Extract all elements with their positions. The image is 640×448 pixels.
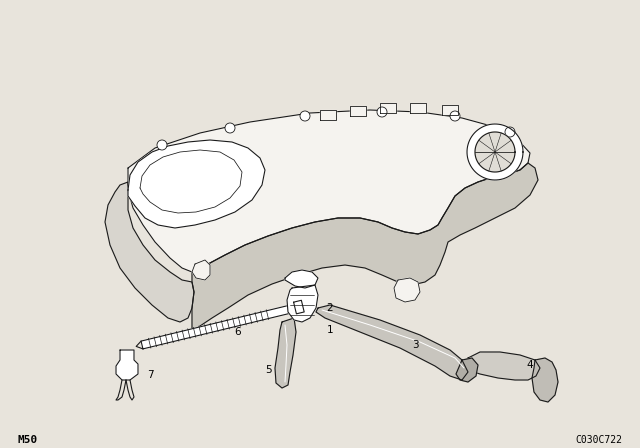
Polygon shape — [456, 358, 478, 382]
Polygon shape — [394, 278, 420, 302]
Polygon shape — [350, 106, 366, 116]
Text: M50: M50 — [18, 435, 38, 445]
Polygon shape — [320, 110, 336, 120]
Circle shape — [377, 107, 387, 117]
Polygon shape — [285, 270, 318, 288]
Text: 2: 2 — [326, 303, 333, 313]
Polygon shape — [128, 140, 265, 228]
Polygon shape — [116, 350, 138, 380]
Polygon shape — [287, 285, 318, 322]
Polygon shape — [316, 305, 468, 380]
Polygon shape — [192, 260, 210, 280]
Text: 1: 1 — [326, 325, 333, 335]
Circle shape — [505, 127, 515, 137]
Polygon shape — [532, 358, 558, 402]
Polygon shape — [475, 132, 515, 172]
Polygon shape — [442, 105, 458, 115]
Polygon shape — [141, 304, 296, 349]
Circle shape — [225, 123, 235, 133]
Polygon shape — [462, 352, 540, 380]
Circle shape — [450, 111, 460, 121]
Text: 5: 5 — [265, 365, 271, 375]
Text: 4: 4 — [527, 360, 533, 370]
Text: C030C722: C030C722 — [575, 435, 622, 445]
Circle shape — [157, 140, 167, 150]
Polygon shape — [105, 182, 194, 322]
Text: 3: 3 — [412, 340, 419, 350]
Polygon shape — [410, 103, 426, 113]
Polygon shape — [128, 110, 530, 272]
Circle shape — [300, 111, 310, 121]
Polygon shape — [294, 300, 304, 314]
Text: 7: 7 — [147, 370, 154, 380]
Polygon shape — [467, 124, 523, 180]
Text: 6: 6 — [235, 327, 241, 337]
Polygon shape — [380, 103, 396, 113]
Polygon shape — [192, 163, 538, 330]
Polygon shape — [275, 318, 296, 388]
